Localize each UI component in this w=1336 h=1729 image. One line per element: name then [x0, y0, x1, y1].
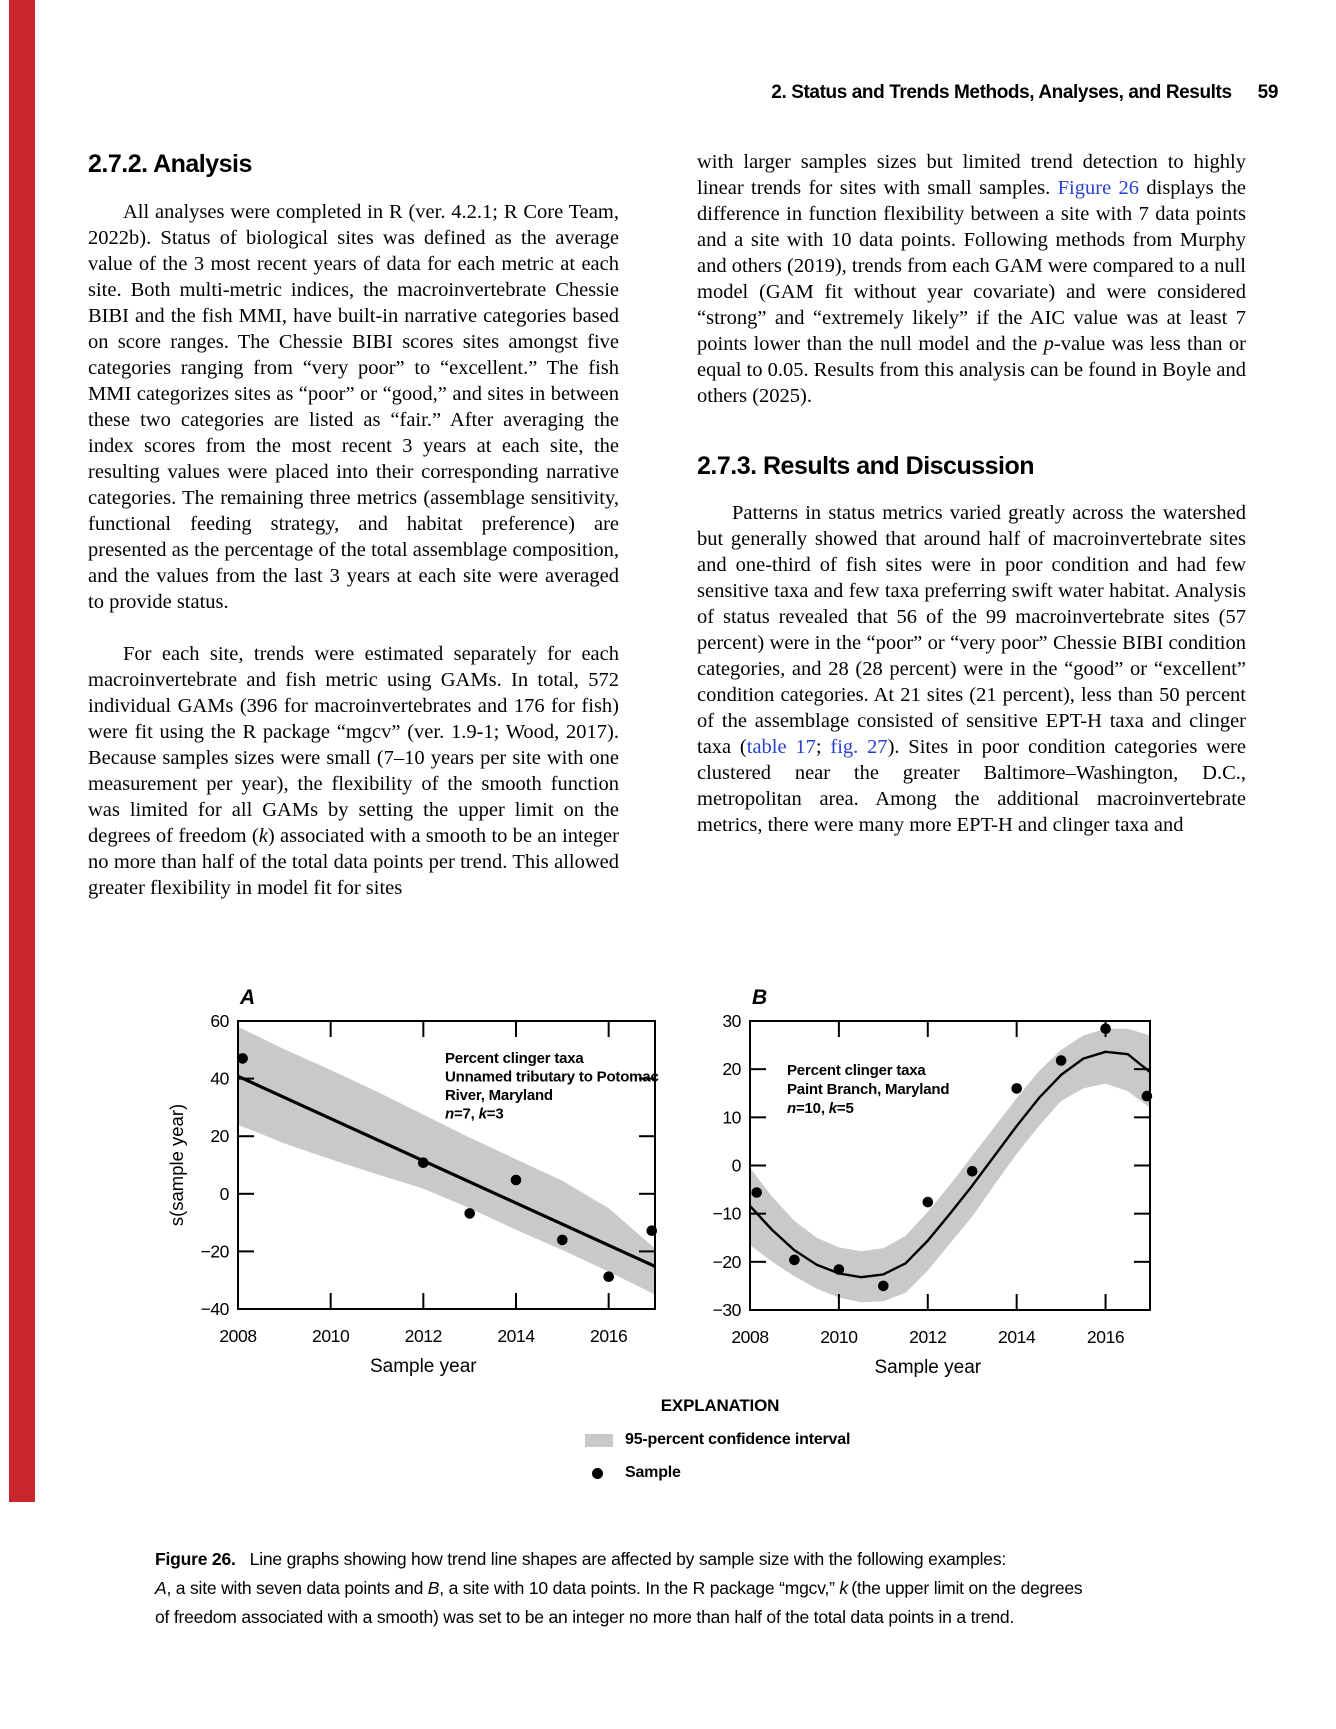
italic-text: A: [155, 1578, 167, 1598]
svg-text:2014: 2014: [998, 1327, 1036, 1347]
svg-text:n=10, k=5: n=10, k=5: [787, 1100, 854, 1117]
legend-item-sample: Sample: [585, 1464, 910, 1482]
axes: [237, 1020, 656, 1310]
text-link[interactable]: table 17: [746, 736, 816, 758]
paragraph-continuation: with larger samples sizes but limited tr…: [697, 151, 1246, 407]
italic-text: k: [839, 1578, 848, 1598]
trend-line: [238, 1074, 655, 1268]
svg-text:0: 0: [220, 1184, 230, 1204]
svg-text:2016: 2016: [590, 1326, 627, 1346]
x-axis-title: Sample year: [370, 1356, 477, 1377]
svg-text:20: 20: [210, 1126, 229, 1146]
svg-text:60: 60: [210, 1011, 229, 1031]
tick-labels: 2008 2010 2012 2014 2016 60 40 20 0 −20 −40: [201, 1011, 628, 1346]
paragraph-analysis-2: For each site, trends were estimated sep…: [88, 643, 619, 899]
panel-annotation: Percent clinger taxa Paint Branch, Maryla…: [787, 1062, 950, 1117]
svg-text:−20: −20: [713, 1252, 742, 1272]
sample-points: [751, 1023, 1153, 1292]
chapter-edge-band: [9, 0, 35, 1502]
gam-plot-panel-b: 2008 2010 2012 2014 20163020100−10−20−30Samp…: [713, 986, 1153, 1378]
svg-text:2008: 2008: [731, 1327, 768, 1347]
svg-text:20: 20: [722, 1059, 741, 1079]
svg-text:Unnamed tributary to Potomac: Unnamed tributary to Potomac: [445, 1069, 659, 1086]
legend-item-confidence: 95-percent confidence interval: [585, 1431, 910, 1449]
svg-text:−20: −20: [201, 1241, 230, 1261]
x-axis-title: Sample year: [874, 1357, 981, 1378]
svg-text:2014: 2014: [497, 1326, 535, 1346]
svg-text:−40: −40: [201, 1299, 230, 1319]
sample-points: [237, 1053, 658, 1282]
svg-text:2016: 2016: [1087, 1327, 1124, 1347]
italic-text: p: [1043, 333, 1054, 355]
y-axis-title: s(sample year): [166, 1104, 187, 1226]
plot-content: [750, 1028, 1150, 1303]
bold-text: Figure 26.: [155, 1549, 236, 1569]
figure-caption: Figure 26. Line graphs showing how trend …: [155, 1545, 1295, 1632]
svg-text:2012: 2012: [405, 1326, 442, 1346]
svg-text:2012: 2012: [909, 1327, 946, 1347]
plot-content: [238, 1026, 655, 1295]
caption-line-2: A, a site with seven data points and B, …: [155, 1578, 1083, 1598]
svg-text:40: 40: [210, 1069, 229, 1089]
svg-text:Percent clinger taxa: Percent clinger taxa: [787, 1062, 926, 1079]
header-title: 2. Status and Trends Methods, Analyses, …: [771, 82, 1232, 103]
gam-plot-panel-a: 2008 2010 2012 2014 2016 60 40 20 0 −20 −40 Sample …: [166, 986, 659, 1377]
italic-text: B: [427, 1578, 440, 1598]
legend-label-confidence: 95-percent confidence interval: [625, 1431, 851, 1448]
explanation-title: EXPLANATION: [660, 1396, 780, 1415]
paragraph-analysis-1: All analyses were completed in R (ver. 4…: [88, 201, 619, 613]
confidence-band-swatch: [585, 1433, 613, 1447]
svg-text:n=7, k=3: n=7, k=3: [445, 1106, 503, 1123]
section-heading-273: 2.7.3. Results and Discussion: [697, 452, 1035, 480]
svg-text:Percent clinger taxa: Percent clinger taxa: [445, 1050, 584, 1067]
svg-text:−30: −30: [713, 1300, 742, 1320]
paragraph-results-1: Patterns in status metrics varied greatl…: [697, 502, 1246, 836]
svg-text:Paint Branch, Maryland: Paint Branch, Maryland: [787, 1081, 949, 1098]
caption-line-1: Figure 26. Line graphs showing how trend …: [155, 1549, 1007, 1569]
confidence-band: [750, 1028, 1150, 1303]
confidence-band: [238, 1026, 655, 1295]
svg-text:30: 30: [722, 1011, 741, 1031]
text-link[interactable]: fig. 27: [830, 736, 888, 758]
panel-annotation: Percent clinger taxa Unnamed tributary to…: [445, 1050, 659, 1123]
italic-text: k: [258, 825, 268, 847]
axes: [749, 1020, 1151, 1311]
running-header: 2. Status and Trends Methods, Analyses, …: [600, 82, 1278, 104]
section-heading-272: 2.7.2. Analysis: [88, 150, 252, 178]
caption-line-3: of freedom associated with a smooth) was…: [155, 1607, 1015, 1627]
panel-letter: A: [239, 986, 255, 1009]
text-link[interactable]: Figure 26: [1057, 177, 1140, 199]
legend-label-sample: Sample: [625, 1464, 681, 1481]
svg-text:10: 10: [722, 1107, 741, 1127]
svg-text:2010: 2010: [820, 1327, 858, 1347]
svg-text:River, Maryland: River, Maryland: [445, 1087, 553, 1104]
svg-text:2010: 2010: [312, 1326, 350, 1346]
svg-text:0: 0: [732, 1156, 742, 1176]
svg-text:−10: −10: [713, 1204, 742, 1224]
svg-text:2008: 2008: [219, 1326, 256, 1346]
trend-line: [750, 1050, 1150, 1279]
page-number: 59: [1257, 82, 1279, 103]
figure-explanation: EXPLANATION 95-percent confidence interv…: [530, 1396, 910, 1482]
sample-dot-icon: [592, 1467, 603, 1479]
panel-letter: B: [752, 986, 767, 1009]
